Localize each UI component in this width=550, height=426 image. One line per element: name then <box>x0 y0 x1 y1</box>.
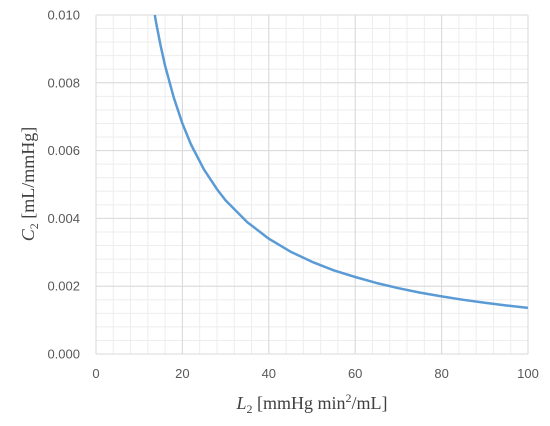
x-tick-label: 20 <box>175 366 189 381</box>
y-tick-label: 0.010 <box>47 8 80 23</box>
x-tick-labels: 0 20 40 60 80 100 <box>92 366 538 381</box>
x-tick-label: 80 <box>434 366 448 381</box>
x-axis-symbol: L <box>235 393 246 413</box>
x-axis-title: L2 [mmHg min2/mL] <box>235 391 387 416</box>
y-axis-symbol: C <box>18 228 38 241</box>
y-tick-label: 0.002 <box>47 279 80 294</box>
y-tick-labels: 0.000 0.002 0.004 0.006 0.008 0.010 <box>47 8 80 362</box>
x-axis-unit-prefix: [mmHg min <box>253 393 346 413</box>
series-line-1 <box>153 14 529 310</box>
y-tick-label: 0.004 <box>47 211 80 226</box>
x-tick-label: 40 <box>262 366 276 381</box>
y-axis-title: C2 [mL/mmHg] <box>18 127 41 242</box>
y-tick-label: 0.008 <box>47 75 80 90</box>
y-axis-subscript: 2 <box>27 223 41 229</box>
x-axis-unit-suffix: /mL] <box>352 393 388 413</box>
x-tick-label: 100 <box>517 366 539 381</box>
y-tick-label: 0.000 <box>47 347 80 362</box>
x-tick-label: 60 <box>348 366 362 381</box>
y-axis-unit: [mL/mmHg] <box>18 127 38 224</box>
y-tick-label: 0.006 <box>47 143 80 158</box>
major-gridlines <box>95 14 529 355</box>
x-tick-label: 0 <box>92 366 99 381</box>
x-axis-subscript: 2 <box>247 402 253 416</box>
series-group <box>153 14 529 310</box>
x-axis-unit-sup: 2 <box>346 391 352 405</box>
minor-gridlines <box>95 14 529 355</box>
